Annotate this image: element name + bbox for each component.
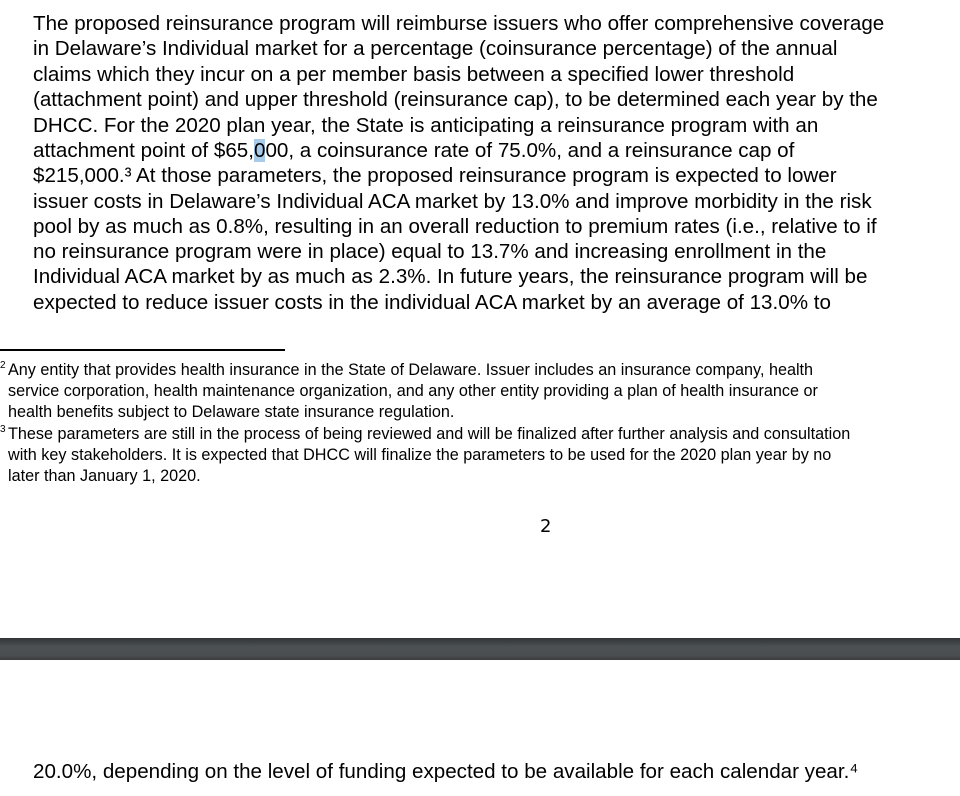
footnote-line: Any entity that provides health insuranc… xyxy=(8,361,814,379)
footnote-divider xyxy=(0,349,285,351)
footnote-marker: 3 xyxy=(0,424,6,435)
body-line: pool by as much as 0.8%, resulting in an… xyxy=(33,215,877,238)
body-line: in Delaware’s Individual market for a pe… xyxy=(33,37,838,60)
footnote-line: later than January 1, 2020. xyxy=(8,467,201,485)
body-line: issuer costs in Delaware’s Individual AC… xyxy=(33,190,872,213)
footnote-line: health benefits subject to Delaware stat… xyxy=(8,403,455,421)
footnote-line: with key stakeholders. It is expected th… xyxy=(8,446,832,464)
footnote-line: service corporation, health maintenance … xyxy=(8,382,818,400)
body-line: $215,000.³ At those parameters, the prop… xyxy=(33,164,837,187)
text: 00, a coinsurance rate of 75.0%, and a r… xyxy=(265,139,795,162)
footnote-line: These parameters are still in the proces… xyxy=(8,425,851,443)
text-selection[interactable]: 0 xyxy=(253,139,266,162)
page-number: 2 xyxy=(540,516,552,537)
footnote-marker: 2 xyxy=(0,360,6,371)
text: attachment point of $65, xyxy=(33,139,254,162)
body-line: no reinsurance program were in place) eq… xyxy=(33,240,827,263)
body-line-with-selection[interactable]: attachment point of $65,000, a coinsuran… xyxy=(33,138,794,163)
page-2-body-line: 20.0%, depending on the level of funding… xyxy=(33,760,859,783)
body-line: claims which they incur on a per member … xyxy=(33,63,795,86)
body-line: Individual ACA market by as much as 2.3%… xyxy=(33,265,868,288)
body-line: expected to reduce issuer costs in the i… xyxy=(33,291,831,314)
body-line: The proposed reinsurance program will re… xyxy=(33,12,885,35)
body-line: (attachment point) and upper threshold (… xyxy=(33,88,878,111)
page-separator xyxy=(0,638,960,660)
body-line: DHCC. For the 2020 plan year, the State … xyxy=(33,114,819,137)
